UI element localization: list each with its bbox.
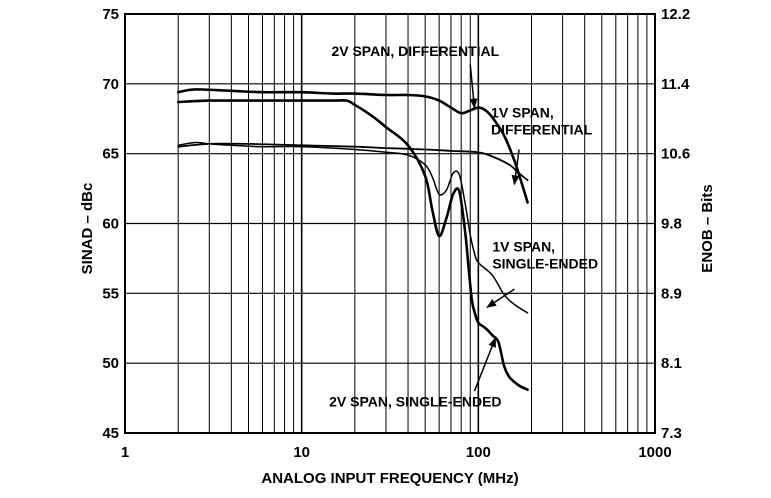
annotations: 2V SPAN, DIFFERENTIAL 1V SPAN, DIFFERENTIA… bbox=[329, 43, 598, 410]
x-tick-label: 1 bbox=[121, 444, 129, 461]
tick-labels: 1 10 100 1000 45 50 55 60 65 70 75 7.3 8.1 8.9 9.8 10.6… bbox=[102, 6, 690, 461]
y-tick-label: 50 bbox=[102, 355, 119, 372]
y-tick-label: 45 bbox=[102, 425, 119, 442]
y-tick-label: 55 bbox=[102, 285, 119, 302]
y2-tick-label: 8.1 bbox=[661, 355, 682, 372]
y-tick-label: 60 bbox=[102, 216, 119, 233]
y2-tick-label: 11.4 bbox=[661, 76, 690, 93]
x-tick-label: 10 bbox=[293, 444, 310, 461]
series-group bbox=[176, 88, 529, 391]
x-axis-title: ANALOG INPUT FREQUENCY (MHz) bbox=[261, 470, 518, 487]
series-1v-span-single-ended bbox=[177, 141, 529, 314]
y2-tick-label: 8.9 bbox=[661, 285, 682, 302]
x-tick-label: 1000 bbox=[638, 444, 671, 461]
series-1v-span-differential bbox=[177, 142, 529, 182]
annotation-label: 2V SPAN, SINGLE-ENDED bbox=[329, 393, 501, 409]
annotation-arrow bbox=[486, 288, 515, 308]
grid bbox=[125, 14, 655, 433]
annotation-arrow bbox=[511, 149, 520, 186]
annotation-arrow bbox=[473, 337, 497, 392]
y2-axis-title: ENOB – Bits bbox=[699, 184, 716, 272]
annotation-label: 1V SPAN, SINGLE-ENDED bbox=[492, 238, 598, 271]
annotation-label: 1V SPAN, DIFFERENTIAL bbox=[491, 104, 593, 137]
y2-tick-label: 10.6 bbox=[661, 146, 690, 163]
y-tick-label: 70 bbox=[102, 76, 119, 93]
plot-frame bbox=[124, 13, 656, 434]
y2-tick-label: 12.2 bbox=[661, 6, 690, 23]
y-axis-title: SINAD – dBc bbox=[79, 183, 96, 275]
annotation-label: 2V SPAN, DIFFERENTIAL bbox=[331, 43, 499, 59]
x-tick-label: 100 bbox=[466, 444, 491, 461]
y-tick-label: 65 bbox=[102, 146, 119, 163]
y2-tick-label: 7.3 bbox=[661, 425, 682, 442]
series-2v-span-differential bbox=[176, 88, 529, 204]
annotation-arrow bbox=[469, 64, 478, 109]
y-tick-label: 75 bbox=[102, 6, 119, 23]
y2-tick-label: 9.8 bbox=[661, 216, 682, 233]
